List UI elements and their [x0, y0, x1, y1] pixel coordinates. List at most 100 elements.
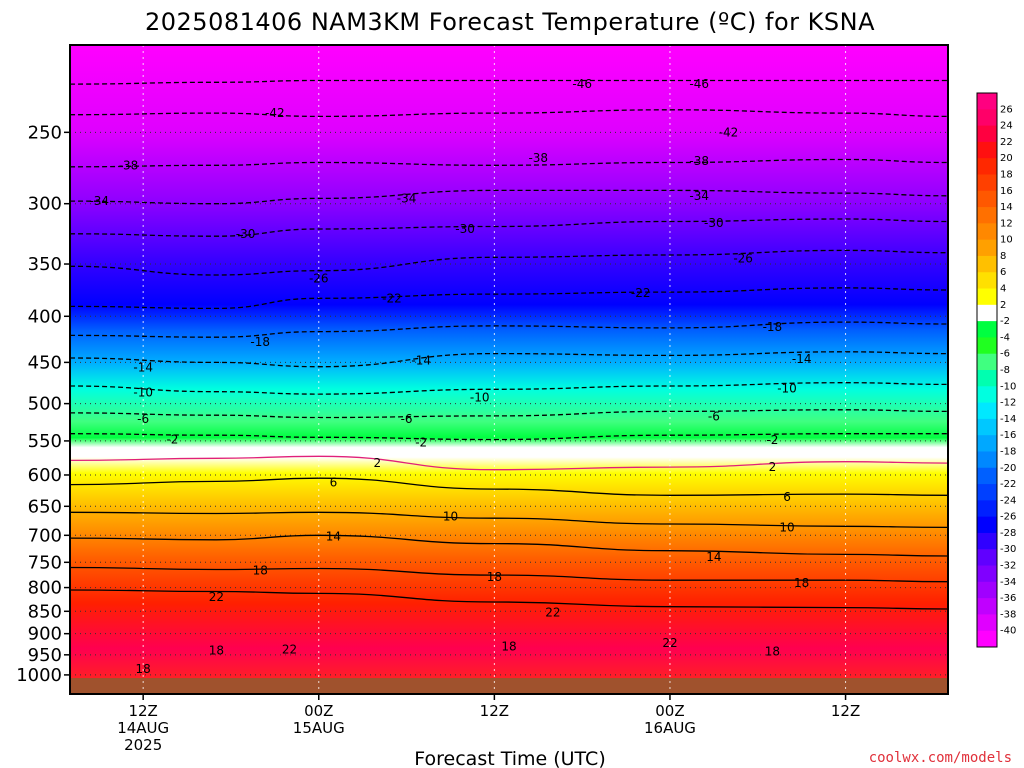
- isotherm-line: [69, 477, 949, 496]
- contour-label: 22: [282, 642, 297, 656]
- contour-label: 22: [209, 590, 224, 604]
- contour-label: -42: [265, 106, 285, 120]
- y-tick-label: 800: [28, 578, 62, 599]
- colorbar-tick-label: -12: [1000, 398, 1016, 409]
- x-tick-label: 12Z: [480, 702, 509, 720]
- x-tick-label: 00Z: [304, 702, 333, 720]
- colorbar-tick-label: -22: [1000, 479, 1016, 490]
- contour-label: -46: [572, 77, 592, 91]
- colorbar-swatch: [977, 467, 997, 485]
- colorbar-tick-label: -26: [1000, 512, 1016, 523]
- colorbar-swatch: [977, 516, 997, 534]
- contour-label: -2: [766, 433, 778, 447]
- colorbar-tick-label: 4: [1000, 284, 1006, 295]
- isotherm-line: [69, 433, 948, 441]
- contour-label: -46: [689, 77, 709, 91]
- colorbar-swatch: [977, 451, 997, 469]
- colorbar-tick-label: 2: [1000, 300, 1006, 311]
- contour-label: -10: [133, 386, 153, 400]
- colorbar-frame: [976, 92, 998, 648]
- contour-labels: -46 -46 -42 -42 -38 -38 -38 -34 -34 -34 -30 -30 -30 -…: [89, 77, 811, 676]
- contour-label: 18: [209, 644, 224, 658]
- contour-label: 22: [662, 636, 677, 650]
- isotherm-line: [69, 351, 949, 368]
- temperature-field: [70, 45, 948, 694]
- colorbar-swatch: [977, 418, 997, 436]
- contour-label: -30: [704, 216, 724, 230]
- x-tick-label: 00Z: [655, 702, 684, 720]
- colorbar-swatch: [977, 109, 997, 127]
- isotherm-contours: [69, 79, 949, 610]
- colorbar-swatch: [977, 484, 997, 501]
- colorbar-tick-label: 12: [1000, 218, 1013, 229]
- plot-frame: [69, 44, 949, 695]
- colorbar-swatch: [977, 223, 997, 241]
- x-tick-label: 12Z: [831, 702, 860, 720]
- colorbar-tick-label: 8: [1000, 251, 1006, 262]
- colorbar-swatch: [977, 93, 997, 110]
- gridlines: [70, 45, 948, 694]
- contour-label: -38: [689, 154, 709, 168]
- contour-label: -30: [236, 227, 256, 241]
- isotherm-line: [69, 218, 949, 237]
- plot-area: -46 -46 -42 -42 -38 -38 -38 -34 -34 -34 -30 -30 -30 -…: [69, 44, 949, 695]
- y-tick-label: 450: [28, 352, 62, 373]
- y-tick-label: 550: [28, 431, 62, 452]
- colorbar-tick-label: 6: [1000, 267, 1006, 278]
- y-tick-label: 950: [28, 645, 62, 666]
- contour-label: -6: [137, 412, 149, 426]
- isotherm-line: [69, 566, 949, 583]
- colorbar-swatch: [977, 565, 997, 583]
- colorbar-swatch: [977, 630, 997, 648]
- y-tick-label: 250: [28, 122, 62, 143]
- x-tick-label: 12Z: [128, 702, 157, 720]
- colorbar-swatch: [977, 500, 997, 518]
- contour-label: -30: [455, 222, 475, 236]
- colorbar-tick-label: -8: [1000, 365, 1010, 376]
- colorbar-swatch: [977, 125, 997, 143]
- colorbar-tick-label: 20: [1000, 153, 1013, 164]
- contour-label: 10: [779, 520, 794, 534]
- contour-label: -10: [777, 381, 797, 395]
- isotherm-line: [69, 79, 948, 85]
- colorbar-tick-label: 16: [1000, 186, 1013, 197]
- colorbar-swatch: [977, 239, 997, 257]
- colorbar-swatch: [977, 304, 997, 322]
- contour-label: 18: [794, 576, 809, 590]
- colorbar-tick-label: -16: [1000, 430, 1016, 441]
- contour-label: -14: [411, 354, 431, 368]
- contour-label: 18: [765, 645, 780, 659]
- contour-label: -6: [708, 410, 720, 424]
- contour-label: 6: [330, 476, 338, 490]
- terrain-band: [70, 678, 948, 694]
- isotherm-line: [69, 409, 949, 419]
- contour-label: -6: [401, 412, 413, 426]
- colorbar-tick-label: -20: [1000, 463, 1016, 474]
- colorbar-tick-label: -10: [1000, 381, 1016, 392]
- contour-label: 18: [253, 564, 268, 578]
- colorbar-tick-label: 24: [1000, 121, 1013, 132]
- y-tick-label: 400: [28, 306, 62, 327]
- colorbar-swatch: [977, 435, 997, 452]
- x-tick-label: 2025: [124, 736, 162, 754]
- colorbar-tick-label: -36: [1000, 593, 1016, 604]
- colorbar-swatch: [977, 141, 997, 159]
- contour-label: -14: [133, 361, 153, 375]
- colorbar-tick-label: -14: [1000, 414, 1016, 425]
- colorbar-tick-label: -40: [1000, 626, 1016, 637]
- credit-text: coolwx.com/models: [869, 750, 1012, 766]
- isotherm-line: [69, 589, 949, 610]
- y-tick-label: 850: [28, 601, 62, 622]
- isotherm-line: [69, 287, 949, 310]
- colorbar-tick-label: 10: [1000, 235, 1013, 246]
- colorbar-swatch: [977, 532, 997, 550]
- y-tick-label: 1000: [16, 665, 62, 686]
- isotherm-line: [69, 249, 949, 276]
- colorbar-tick-label: -6: [1000, 349, 1010, 360]
- contour-label: 2: [769, 460, 777, 474]
- colorbar-swatch: [977, 272, 997, 290]
- colorbar-swatch: [977, 158, 997, 175]
- isotherm-line: [69, 534, 949, 557]
- contour-label: -10: [470, 390, 490, 404]
